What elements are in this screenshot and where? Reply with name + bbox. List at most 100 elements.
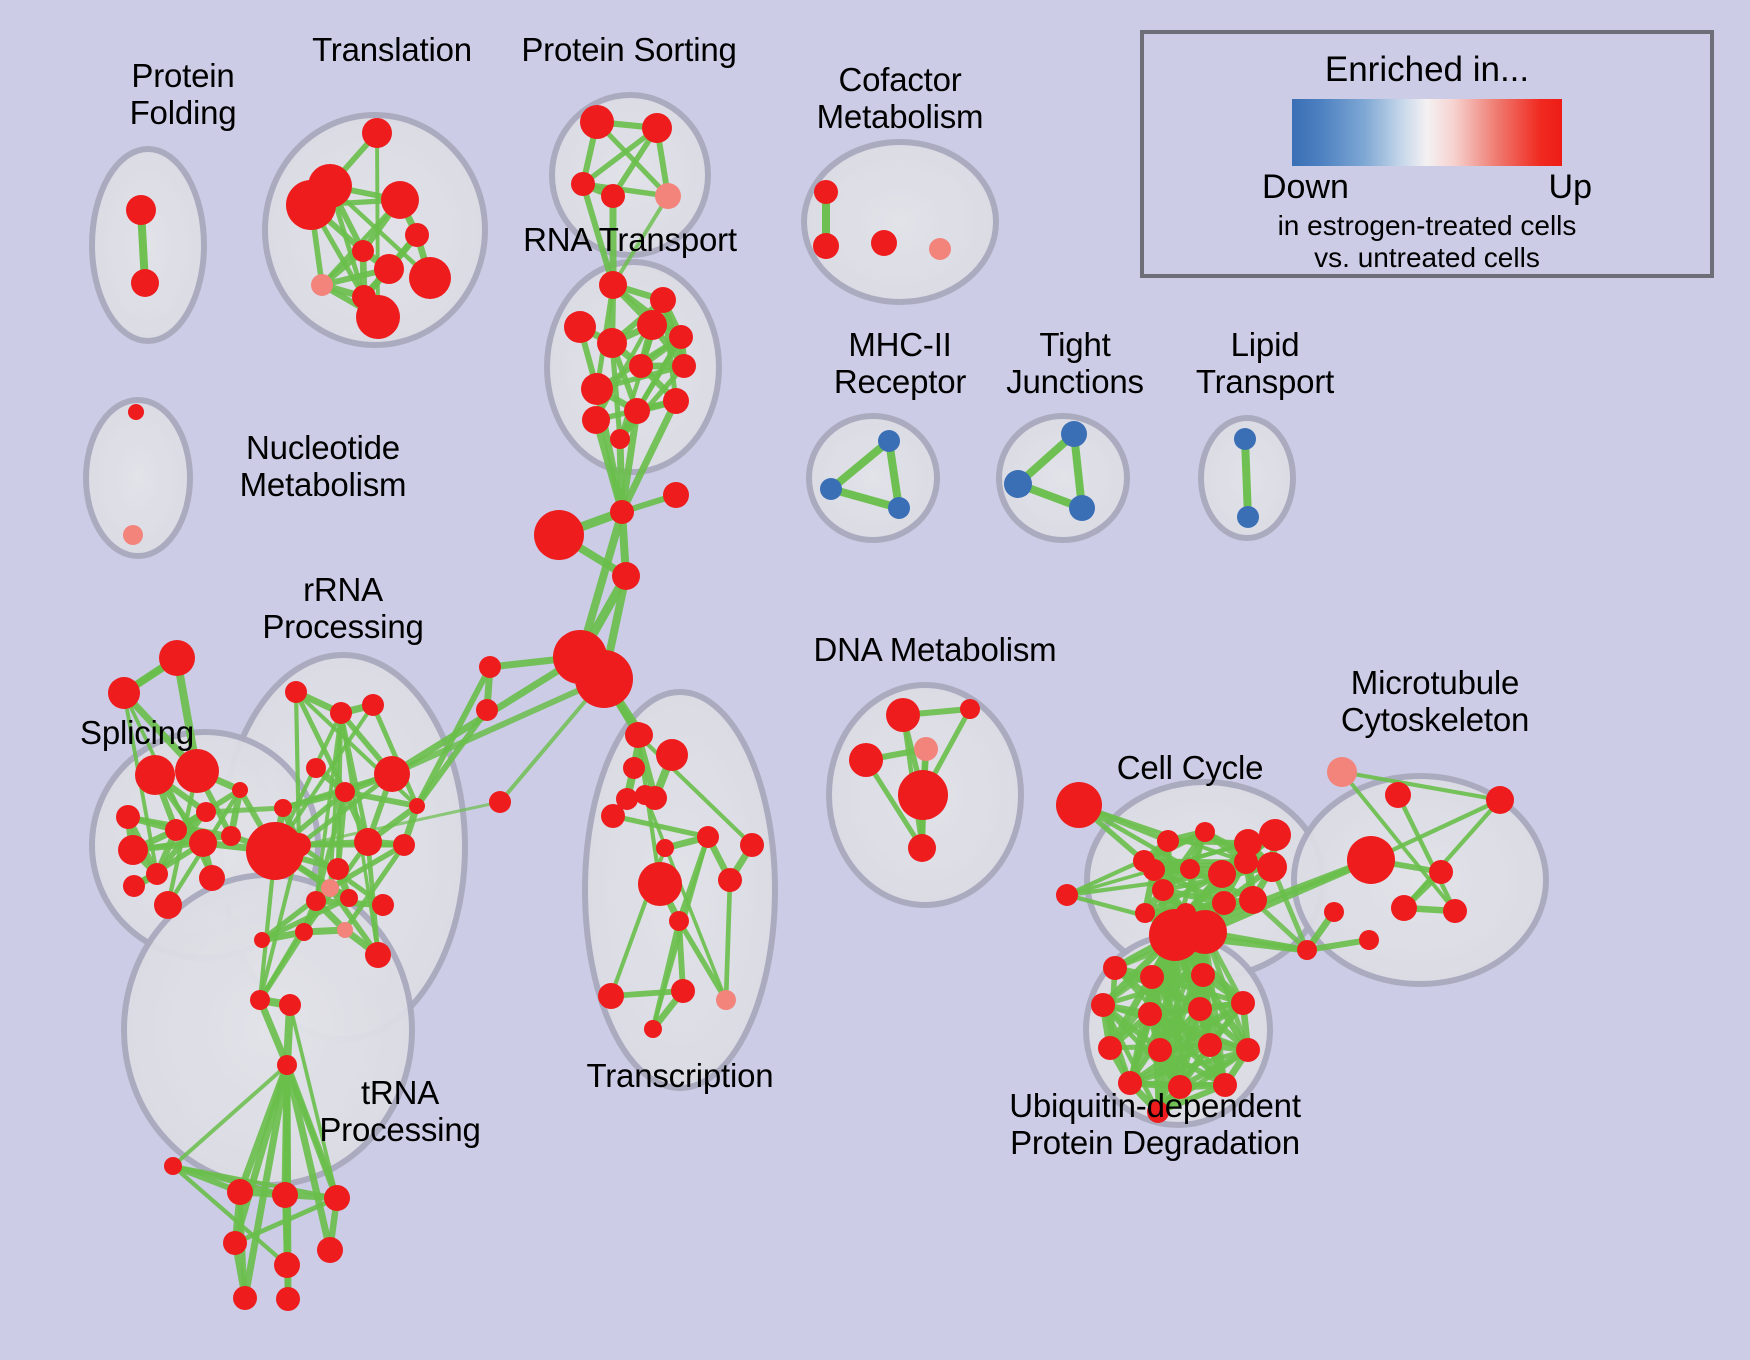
gene-set-node[interactable] bbox=[642, 113, 672, 143]
gene-set-node[interactable] bbox=[1180, 859, 1200, 879]
gene-set-node[interactable] bbox=[671, 979, 695, 1003]
gene-set-node[interactable] bbox=[1324, 902, 1344, 922]
gene-set-node[interactable] bbox=[277, 1055, 297, 1075]
gene-set-node[interactable] bbox=[272, 1182, 298, 1208]
gene-set-node[interactable] bbox=[669, 325, 693, 349]
gene-set-node[interactable] bbox=[638, 862, 682, 906]
gene-set-node[interactable] bbox=[1234, 428, 1256, 450]
gene-set-node[interactable] bbox=[393, 834, 415, 856]
gene-set-node[interactable] bbox=[1183, 910, 1227, 954]
gene-set-node[interactable] bbox=[1359, 930, 1379, 950]
gene-set-node[interactable] bbox=[575, 650, 633, 708]
gene-set-node[interactable] bbox=[340, 889, 358, 907]
gene-set-node[interactable] bbox=[362, 694, 384, 716]
cluster-ellipse-nucleotide-metabolism[interactable] bbox=[83, 397, 193, 559]
gene-set-node[interactable] bbox=[643, 786, 667, 810]
gene-set-node[interactable] bbox=[1056, 782, 1102, 828]
gene-set-node[interactable] bbox=[656, 839, 674, 857]
gene-set-node[interactable] bbox=[1133, 850, 1155, 872]
gene-set-node[interactable] bbox=[1236, 1038, 1260, 1062]
gene-set-node[interactable] bbox=[374, 756, 410, 792]
gene-set-node[interactable] bbox=[644, 1020, 662, 1038]
gene-set-node[interactable] bbox=[612, 562, 640, 590]
gene-set-node[interactable] bbox=[718, 868, 742, 892]
gene-set-node[interactable] bbox=[1231, 991, 1255, 1015]
gene-set-node[interactable] bbox=[598, 983, 624, 1009]
gene-set-node[interactable] bbox=[123, 525, 143, 545]
gene-set-node[interactable] bbox=[489, 791, 511, 813]
gene-set-node[interactable] bbox=[610, 429, 630, 449]
gene-set-node[interactable] bbox=[599, 271, 627, 299]
gene-set-node[interactable] bbox=[1138, 1002, 1162, 1026]
gene-set-node[interactable] bbox=[623, 757, 645, 779]
gene-set-node[interactable] bbox=[279, 994, 301, 1016]
gene-set-node[interactable] bbox=[335, 782, 355, 802]
gene-set-node[interactable] bbox=[116, 805, 140, 829]
gene-set-node[interactable] bbox=[1213, 1073, 1237, 1097]
gene-set-node[interactable] bbox=[246, 822, 304, 880]
gene-set-node[interactable] bbox=[1157, 830, 1179, 852]
gene-set-node[interactable] bbox=[374, 254, 404, 284]
gene-set-node[interactable] bbox=[164, 1157, 182, 1175]
gene-set-node[interactable] bbox=[1152, 879, 1174, 901]
gene-set-node[interactable] bbox=[1297, 940, 1317, 960]
gene-set-node[interactable] bbox=[250, 990, 270, 1010]
gene-set-node[interactable] bbox=[601, 184, 625, 208]
gene-set-node[interactable] bbox=[898, 770, 948, 820]
gene-set-node[interactable] bbox=[330, 702, 352, 724]
gene-set-node[interactable] bbox=[1347, 836, 1395, 884]
gene-set-node[interactable] bbox=[820, 478, 842, 500]
gene-set-node[interactable] bbox=[564, 311, 596, 343]
gene-set-node[interactable] bbox=[221, 826, 241, 846]
gene-set-node[interactable] bbox=[663, 482, 689, 508]
gene-set-node[interactable] bbox=[1168, 1075, 1192, 1099]
gene-set-node[interactable] bbox=[175, 749, 219, 793]
gene-set-node[interactable] bbox=[582, 406, 610, 434]
gene-set-node[interactable] bbox=[409, 257, 451, 299]
gene-set-node[interactable] bbox=[871, 230, 897, 256]
gene-set-node[interactable] bbox=[663, 388, 689, 414]
gene-set-node[interactable] bbox=[1140, 965, 1164, 989]
gene-set-node[interactable] bbox=[223, 1231, 247, 1255]
gene-set-node[interactable] bbox=[327, 858, 349, 880]
gene-set-node[interactable] bbox=[123, 875, 145, 897]
gene-set-node[interactable] bbox=[650, 287, 676, 313]
gene-set-node[interactable] bbox=[1486, 786, 1514, 814]
gene-set-node[interactable] bbox=[311, 274, 333, 296]
gene-set-node[interactable] bbox=[1257, 852, 1287, 882]
gene-set-node[interactable] bbox=[405, 223, 429, 247]
gene-set-node[interactable] bbox=[1208, 860, 1236, 888]
gene-set-node[interactable] bbox=[285, 681, 307, 703]
gene-set-node[interactable] bbox=[189, 829, 217, 857]
gene-set-node[interactable] bbox=[580, 105, 614, 139]
gene-set-node[interactable] bbox=[232, 782, 248, 798]
gene-set-node[interactable] bbox=[1148, 1038, 1172, 1062]
gene-set-node[interactable] bbox=[1234, 829, 1262, 857]
cluster-ellipse-protein-folding[interactable] bbox=[89, 146, 207, 344]
gene-set-node[interactable] bbox=[372, 894, 394, 916]
cluster-ellipse-cofactor-metabolism[interactable] bbox=[801, 139, 999, 305]
gene-set-node[interactable] bbox=[1239, 886, 1267, 914]
gene-set-node[interactable] bbox=[740, 833, 764, 857]
gene-set-node[interactable] bbox=[274, 799, 292, 817]
gene-set-node[interactable] bbox=[1391, 895, 1417, 921]
gene-set-node[interactable] bbox=[196, 802, 216, 822]
gene-set-node[interactable] bbox=[814, 180, 838, 204]
gene-set-node[interactable] bbox=[146, 863, 168, 885]
gene-set-node[interactable] bbox=[126, 195, 156, 225]
gene-set-node[interactable] bbox=[878, 430, 900, 452]
gene-set-node[interactable] bbox=[1135, 903, 1155, 923]
gene-set-node[interactable] bbox=[610, 500, 634, 524]
gene-set-node[interactable] bbox=[716, 990, 736, 1010]
gene-set-node[interactable] bbox=[1098, 1036, 1122, 1060]
gene-set-node[interactable] bbox=[306, 758, 326, 778]
cluster-ellipse-microtubule-cytoskeleton[interactable] bbox=[1291, 773, 1549, 987]
gene-set-node[interactable] bbox=[476, 699, 498, 721]
gene-set-node[interactable] bbox=[1385, 782, 1411, 808]
gene-set-node[interactable] bbox=[581, 373, 613, 405]
gene-set-node[interactable] bbox=[118, 835, 148, 865]
gene-set-node[interactable] bbox=[1004, 470, 1032, 498]
cluster-ellipse-mhc-ii-receptor[interactable] bbox=[806, 413, 940, 543]
gene-set-node[interactable] bbox=[629, 723, 653, 747]
gene-set-node[interactable] bbox=[571, 172, 595, 196]
